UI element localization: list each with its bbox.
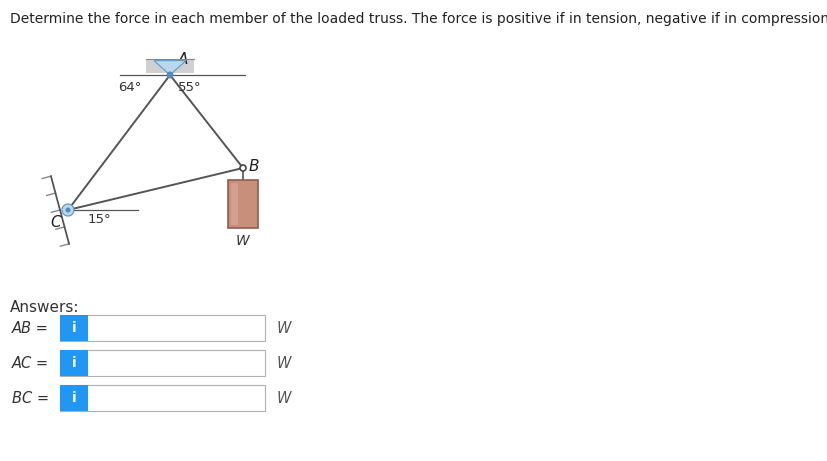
Text: B: B: [249, 159, 260, 173]
Text: W: W: [277, 320, 291, 336]
Bar: [60, 315, 265, 341]
Bar: [60, 350, 88, 376]
Circle shape: [166, 71, 174, 78]
Bar: [60, 350, 265, 376]
Text: Answers:: Answers:: [10, 300, 79, 315]
Text: W: W: [237, 234, 250, 248]
Text: i: i: [72, 321, 76, 335]
Text: 55°: 55°: [178, 81, 202, 94]
Bar: [146, 59, 194, 73]
Text: 64°: 64°: [118, 81, 141, 94]
Circle shape: [62, 204, 74, 216]
Polygon shape: [154, 60, 186, 75]
Text: i: i: [72, 356, 76, 370]
Text: 15°: 15°: [88, 213, 112, 226]
Text: BC =: BC =: [12, 390, 49, 406]
Bar: [60, 315, 88, 341]
Bar: [228, 180, 258, 228]
Text: AC =: AC =: [12, 355, 49, 371]
Text: C: C: [50, 215, 60, 230]
Text: AB =: AB =: [12, 320, 49, 336]
Text: A: A: [178, 52, 189, 67]
Bar: [231, 183, 238, 225]
Text: W: W: [277, 355, 291, 371]
Text: W: W: [277, 390, 291, 406]
Circle shape: [240, 165, 246, 171]
Text: i: i: [72, 391, 76, 405]
Bar: [60, 385, 88, 411]
Text: Determine the force in each member of the loaded truss. The force is positive if: Determine the force in each member of th…: [10, 12, 827, 26]
Circle shape: [65, 207, 70, 213]
Bar: [60, 385, 265, 411]
